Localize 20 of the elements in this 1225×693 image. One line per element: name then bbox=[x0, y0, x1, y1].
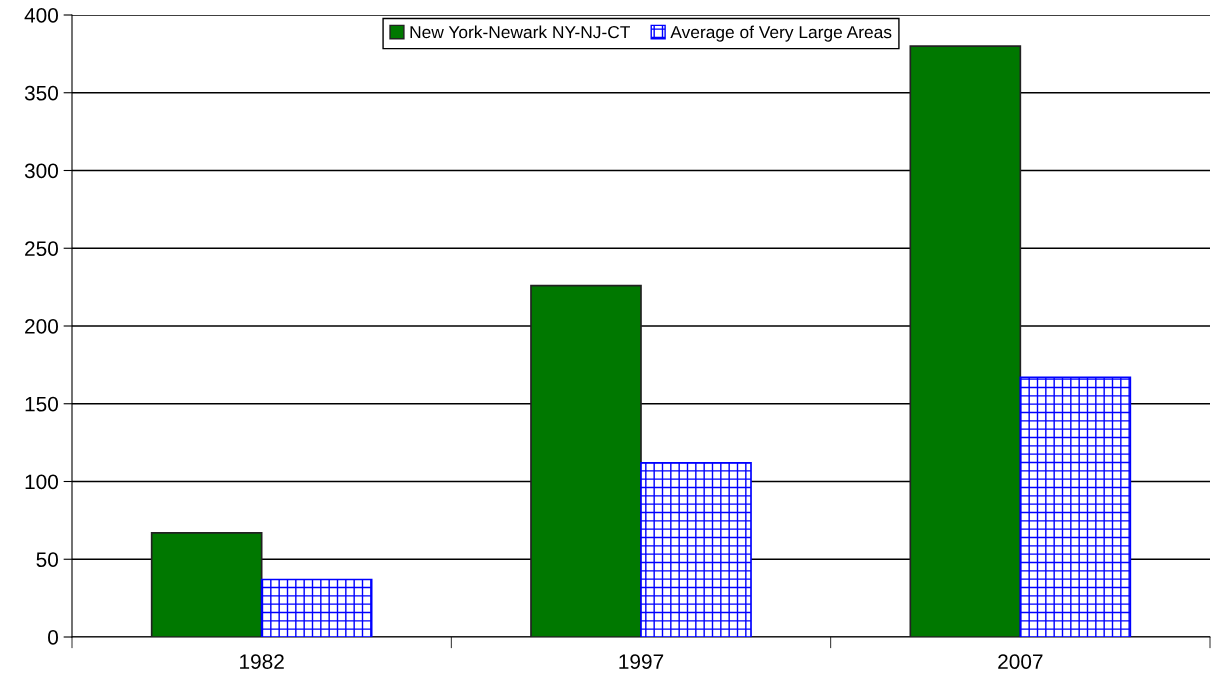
y-tick-label: 50 bbox=[36, 552, 58, 567]
bar bbox=[1019, 376, 1132, 637]
y-tick-label: 400 bbox=[24, 8, 58, 23]
y-tick-label: 200 bbox=[25, 319, 58, 334]
bar bbox=[260, 578, 373, 637]
legend-label: Average of Very Large Areas bbox=[670, 25, 892, 42]
x-tick-label: 1982 bbox=[240, 654, 284, 669]
y-tick-label: 0 bbox=[48, 630, 58, 645]
y-tick-label: 100 bbox=[25, 474, 58, 490]
y-tick-label: 250 bbox=[25, 241, 58, 256]
legend-label: New York-Newark NY-NJ-CT bbox=[410, 25, 630, 39]
x-tick-label: 1997 bbox=[619, 654, 664, 669]
y-tick-label: 300 bbox=[24, 163, 58, 179]
bar bbox=[640, 462, 752, 637]
bar bbox=[909, 45, 1022, 637]
bar bbox=[150, 531, 263, 637]
bar bbox=[530, 284, 642, 637]
y-tick-label: 150 bbox=[25, 396, 58, 412]
x-tick-label: 2007 bbox=[998, 654, 1043, 669]
y-tick-label: 350 bbox=[24, 85, 58, 101]
